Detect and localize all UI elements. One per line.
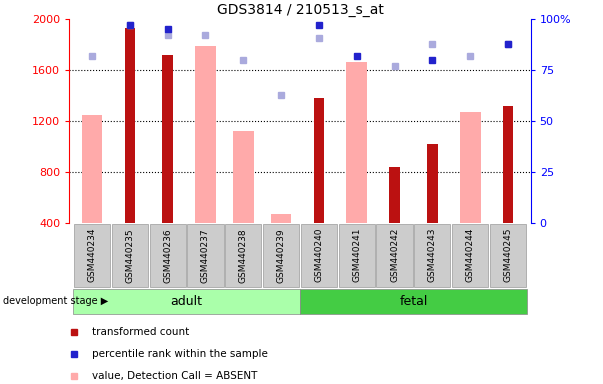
Title: GDS3814 / 210513_s_at: GDS3814 / 210513_s_at [216,3,384,17]
Text: GSM440240: GSM440240 [314,228,323,283]
Bar [73,290,300,313]
Bar [271,214,291,223]
Text: GSM440236: GSM440236 [163,228,172,283]
Text: percentile rank within the sample: percentile rank within the sample [92,349,268,359]
Bar [195,46,216,223]
Text: GSM440234: GSM440234 [87,228,96,283]
Text: GSM440235: GSM440235 [125,228,134,283]
Bar [427,144,438,223]
Bar [376,224,412,287]
Bar [346,63,367,223]
Bar [414,224,450,287]
Bar [112,224,148,287]
Text: adult: adult [171,295,203,308]
Text: GSM440245: GSM440245 [504,228,513,283]
Bar [301,224,337,287]
Bar [74,224,110,287]
Text: GSM440244: GSM440244 [466,228,475,282]
Bar [162,55,173,223]
Bar [314,98,324,223]
Bar [225,224,262,287]
Text: GSM440239: GSM440239 [277,228,286,283]
Bar [452,224,488,287]
Text: GSM440243: GSM440243 [428,228,437,283]
Bar [233,131,254,223]
Text: GSM440237: GSM440237 [201,228,210,283]
Bar [81,114,103,223]
Text: development stage ▶: development stage ▶ [4,296,109,306]
Bar [150,224,186,287]
Bar [459,112,481,223]
Text: fetal: fetal [399,295,428,308]
Bar [338,224,375,287]
Text: GSM440241: GSM440241 [352,228,361,283]
Bar [188,224,224,287]
Bar [263,224,299,287]
Text: value, Detection Call = ABSENT: value, Detection Call = ABSENT [92,371,258,381]
Text: GSM440242: GSM440242 [390,228,399,282]
Bar [503,106,513,223]
Bar [300,290,527,313]
Bar [389,167,400,223]
Bar [490,224,526,287]
Bar [125,28,135,223]
Text: GSM440238: GSM440238 [239,228,248,283]
Text: transformed count: transformed count [92,327,190,337]
